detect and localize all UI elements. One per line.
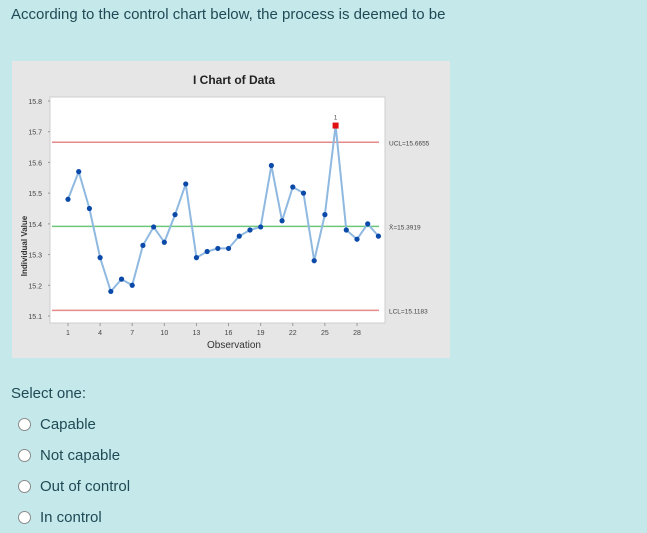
x-tick-label: 25 <box>321 330 329 337</box>
chart-title: I Chart of Data <box>193 73 275 87</box>
control-limits: UCL=15.6655 X̄=15.3919 LCL=15.1183 <box>52 140 430 315</box>
y-axis-ticks: 15.8 15.7 15.6 15.5 15.4 15.3 15.2 15.1 <box>28 99 50 321</box>
data-point <box>76 169 82 175</box>
data-point <box>151 224 157 230</box>
x-tick-label: 13 <box>193 330 201 337</box>
y-tick-label: 15.4 <box>28 222 42 229</box>
y-tick-label: 15.5 <box>28 191 42 198</box>
y-tick-label: 15.3 <box>28 253 42 260</box>
option-label: Capable <box>40 416 96 433</box>
plot-area <box>49 96 386 324</box>
radio-button[interactable] <box>18 449 31 462</box>
x-axis-ticks: 1 4 7 10 13 16 19 22 25 28 <box>66 323 361 337</box>
data-point <box>247 227 253 233</box>
y-tick-label: 15.1 <box>28 314 42 321</box>
data-series: 1 <box>65 116 382 295</box>
select-one-label: Select one: <box>11 385 87 402</box>
data-point <box>86 205 93 212</box>
x-axis-label: Observation <box>207 340 261 351</box>
option-label: In control <box>40 509 102 526</box>
data-point <box>365 221 371 227</box>
x-tick-label: 16 <box>225 330 233 337</box>
x-tick-label: 22 <box>289 330 297 337</box>
data-point <box>193 255 200 261</box>
center-label: X̄=15.3919 <box>389 223 421 231</box>
question-text: According to the control chart below, th… <box>11 6 446 23</box>
i-chart: I Chart of Data 15.8 15.7 15.6 15.5 15.4 15.3… <box>20 73 430 351</box>
x-tick-label: 1 <box>66 330 70 337</box>
y-axis-label: Individual Value <box>20 215 29 276</box>
data-point <box>258 224 264 230</box>
data-point <box>108 288 114 295</box>
data-point <box>97 255 103 261</box>
data-point <box>354 236 360 242</box>
option-in-control[interactable]: In control <box>18 502 130 533</box>
control-chart: I Chart of Data 15.8 15.7 15.6 15.5 15.4 15.3… <box>12 61 450 358</box>
option-not-capable[interactable]: Not capable <box>18 440 130 471</box>
x-tick-label: 28 <box>353 330 361 337</box>
data-point <box>311 258 317 264</box>
data-point <box>375 233 382 239</box>
x-tick-label: 4 <box>98 330 102 337</box>
data-point <box>279 218 285 224</box>
x-tick-label: 10 <box>160 330 168 337</box>
data-point <box>161 239 167 245</box>
data-point <box>300 190 307 196</box>
y-tick-label: 15.2 <box>28 283 42 290</box>
ucl-label: UCL=15.6655 <box>389 140 430 147</box>
data-point <box>268 162 274 169</box>
data-point <box>140 242 146 248</box>
data-point <box>172 212 178 218</box>
data-point <box>322 212 328 218</box>
data-point <box>236 233 242 239</box>
radio-button[interactable] <box>18 480 31 493</box>
data-point <box>204 248 210 255</box>
data-point <box>290 184 296 190</box>
data-point <box>118 276 125 282</box>
answer-options: Capable Not capable Out of control In co… <box>18 409 130 533</box>
data-point <box>225 245 232 252</box>
radio-button[interactable] <box>18 511 31 524</box>
y-tick-label: 15.8 <box>28 99 42 106</box>
data-point <box>129 282 135 288</box>
option-capable[interactable]: Capable <box>18 409 130 440</box>
data-point <box>183 181 189 187</box>
y-tick-label: 15.6 <box>28 160 42 167</box>
x-tick-label: 7 <box>130 330 134 337</box>
lcl-label: LCL=15.1183 <box>389 308 428 315</box>
radio-button[interactable] <box>18 418 31 431</box>
y-tick-label: 15.7 <box>28 130 42 137</box>
flagged-point <box>332 122 339 129</box>
x-tick-label: 19 <box>257 330 265 337</box>
flag-label: 1 <box>334 116 338 122</box>
option-label: Not capable <box>40 447 121 464</box>
data-point <box>65 196 71 202</box>
data-point <box>215 245 221 252</box>
data-point <box>343 227 349 233</box>
option-out-of-control[interactable]: Out of control <box>18 471 130 502</box>
option-label: Out of control <box>40 478 131 495</box>
